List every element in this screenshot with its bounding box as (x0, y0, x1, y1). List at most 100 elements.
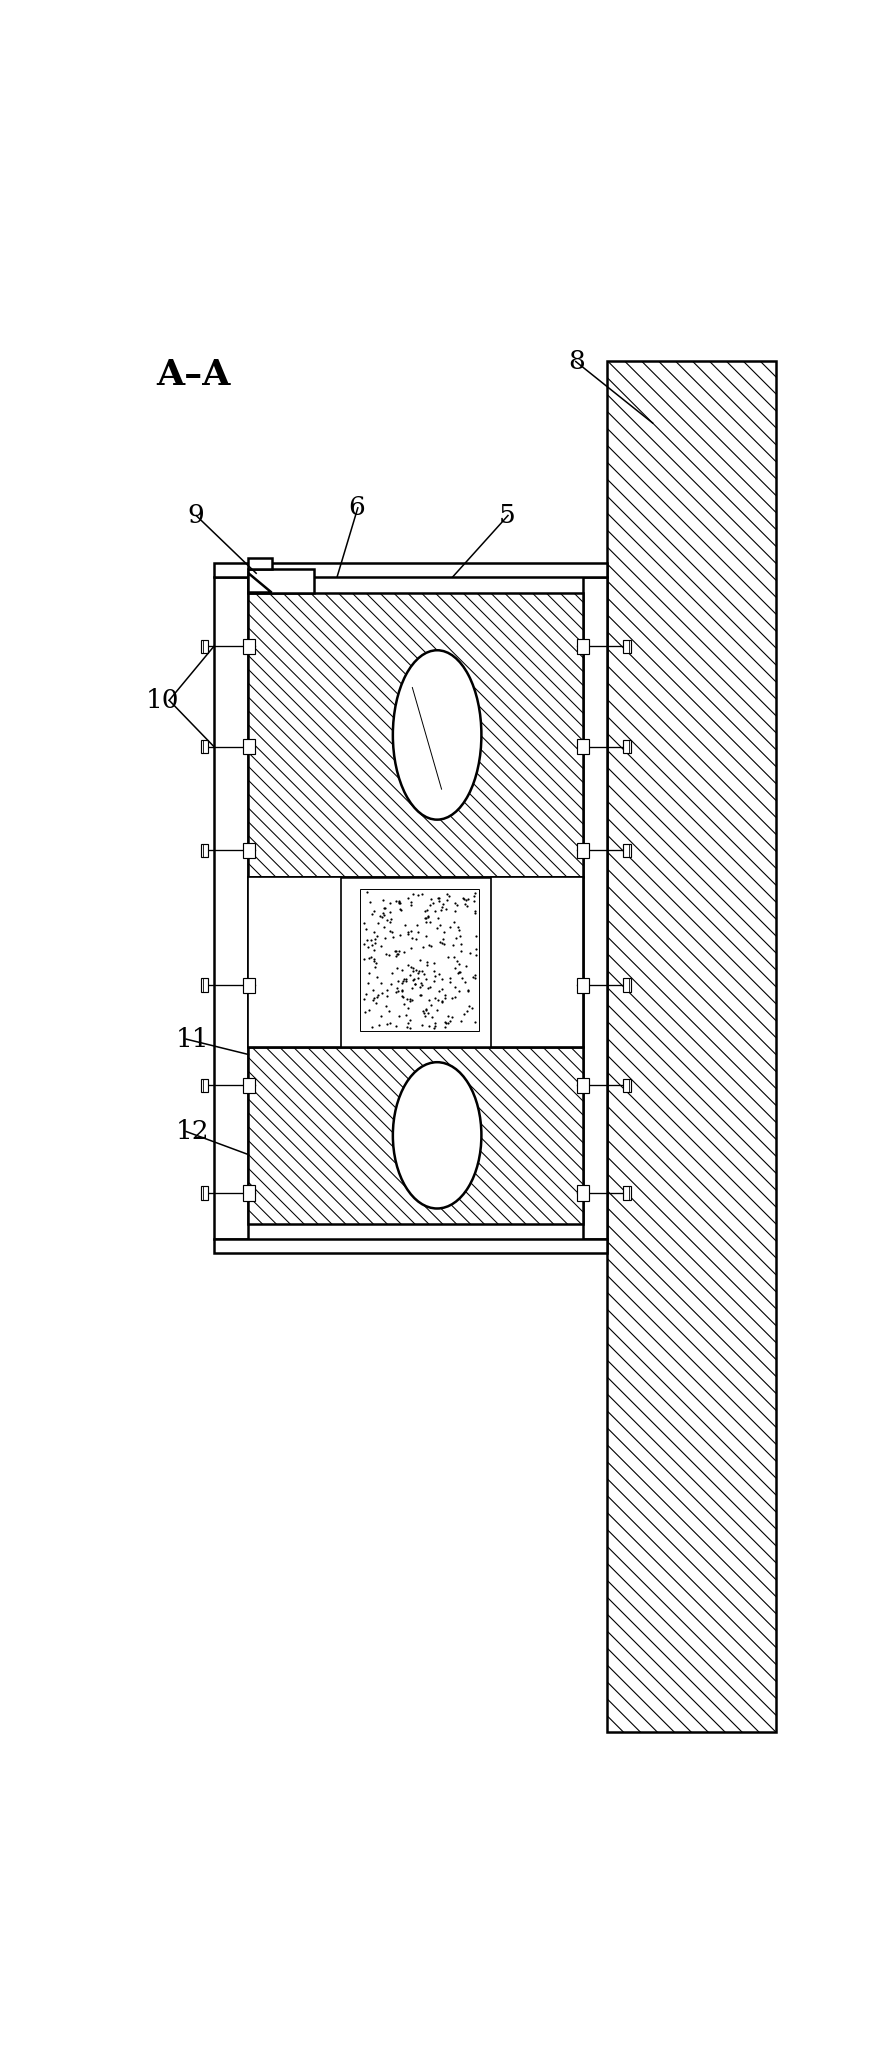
Point (442, 879, 456, 912)
Point (428, 1011, 442, 1043)
Point (364, 941, 378, 974)
Point (383, 896, 397, 929)
Point (468, 939, 483, 972)
Bar (201, 740, 209, 752)
Point (448, 896, 462, 929)
Point (468, 896, 483, 929)
Point (448, 980, 462, 1013)
Point (378, 892, 392, 925)
Point (434, 984, 449, 1017)
Point (397, 961, 411, 994)
Point (438, 982, 452, 1015)
Point (443, 1004, 458, 1037)
Bar (491, 877, 583, 1048)
Point (367, 982, 381, 1015)
Text: 5: 5 (499, 502, 516, 529)
Point (467, 1007, 482, 1039)
Point (397, 935, 411, 968)
Point (409, 953, 423, 986)
Point (440, 877, 454, 910)
Point (420, 949, 434, 982)
Point (384, 968, 398, 1000)
Point (409, 922, 424, 955)
Point (371, 906, 385, 939)
Point (388, 935, 402, 968)
Point (401, 949, 416, 982)
Point (388, 1011, 402, 1043)
Bar (624, 1187, 632, 1199)
Point (432, 882, 446, 914)
Point (466, 959, 480, 992)
Text: 10: 10 (146, 689, 179, 713)
Point (377, 922, 392, 955)
Bar (249, 558, 271, 570)
Point (461, 882, 475, 914)
Point (422, 1009, 436, 1041)
Point (363, 886, 377, 918)
Point (428, 1007, 442, 1039)
Bar (624, 740, 632, 752)
Point (392, 888, 406, 920)
Point (437, 916, 451, 949)
Point (409, 968, 423, 1000)
Point (420, 900, 434, 933)
Point (404, 886, 418, 918)
Bar (201, 978, 209, 992)
Point (415, 877, 429, 910)
Point (401, 916, 416, 949)
Point (417, 994, 431, 1027)
Point (437, 929, 451, 961)
Point (403, 959, 417, 992)
Point (440, 884, 454, 916)
Point (401, 882, 415, 914)
Point (454, 1004, 468, 1037)
Point (410, 914, 425, 947)
Point (425, 929, 439, 961)
Point (361, 955, 376, 988)
Point (403, 982, 417, 1015)
Point (454, 929, 468, 961)
Point (425, 1000, 440, 1033)
Point (386, 920, 401, 953)
Point (384, 906, 398, 939)
Bar (201, 845, 209, 857)
Point (394, 976, 409, 1009)
Point (399, 998, 413, 1031)
Point (433, 925, 447, 957)
Point (383, 1007, 397, 1039)
Point (451, 957, 466, 990)
Point (427, 955, 442, 988)
Point (394, 894, 409, 927)
Point (455, 961, 469, 994)
Bar (624, 978, 632, 992)
Point (361, 941, 376, 974)
Point (447, 941, 461, 974)
Point (401, 992, 416, 1025)
Point (418, 906, 433, 939)
Point (458, 884, 472, 916)
Point (434, 961, 449, 994)
Point (380, 974, 394, 1007)
Point (467, 961, 482, 994)
Point (441, 941, 455, 974)
Point (467, 879, 482, 912)
Point (417, 902, 432, 935)
Bar (249, 877, 341, 1048)
Point (431, 902, 445, 935)
Point (389, 886, 403, 918)
Point (390, 972, 404, 1004)
Point (448, 970, 462, 1002)
Point (370, 980, 384, 1013)
Point (435, 892, 450, 925)
Text: A–A: A–A (156, 357, 230, 392)
Point (361, 994, 376, 1027)
Point (366, 984, 380, 1017)
Point (432, 974, 446, 1007)
Bar (577, 738, 589, 754)
Point (368, 986, 383, 1019)
Bar (244, 640, 254, 654)
Point (432, 884, 446, 916)
Point (399, 964, 413, 996)
Point (437, 1007, 451, 1039)
Point (401, 982, 415, 1015)
